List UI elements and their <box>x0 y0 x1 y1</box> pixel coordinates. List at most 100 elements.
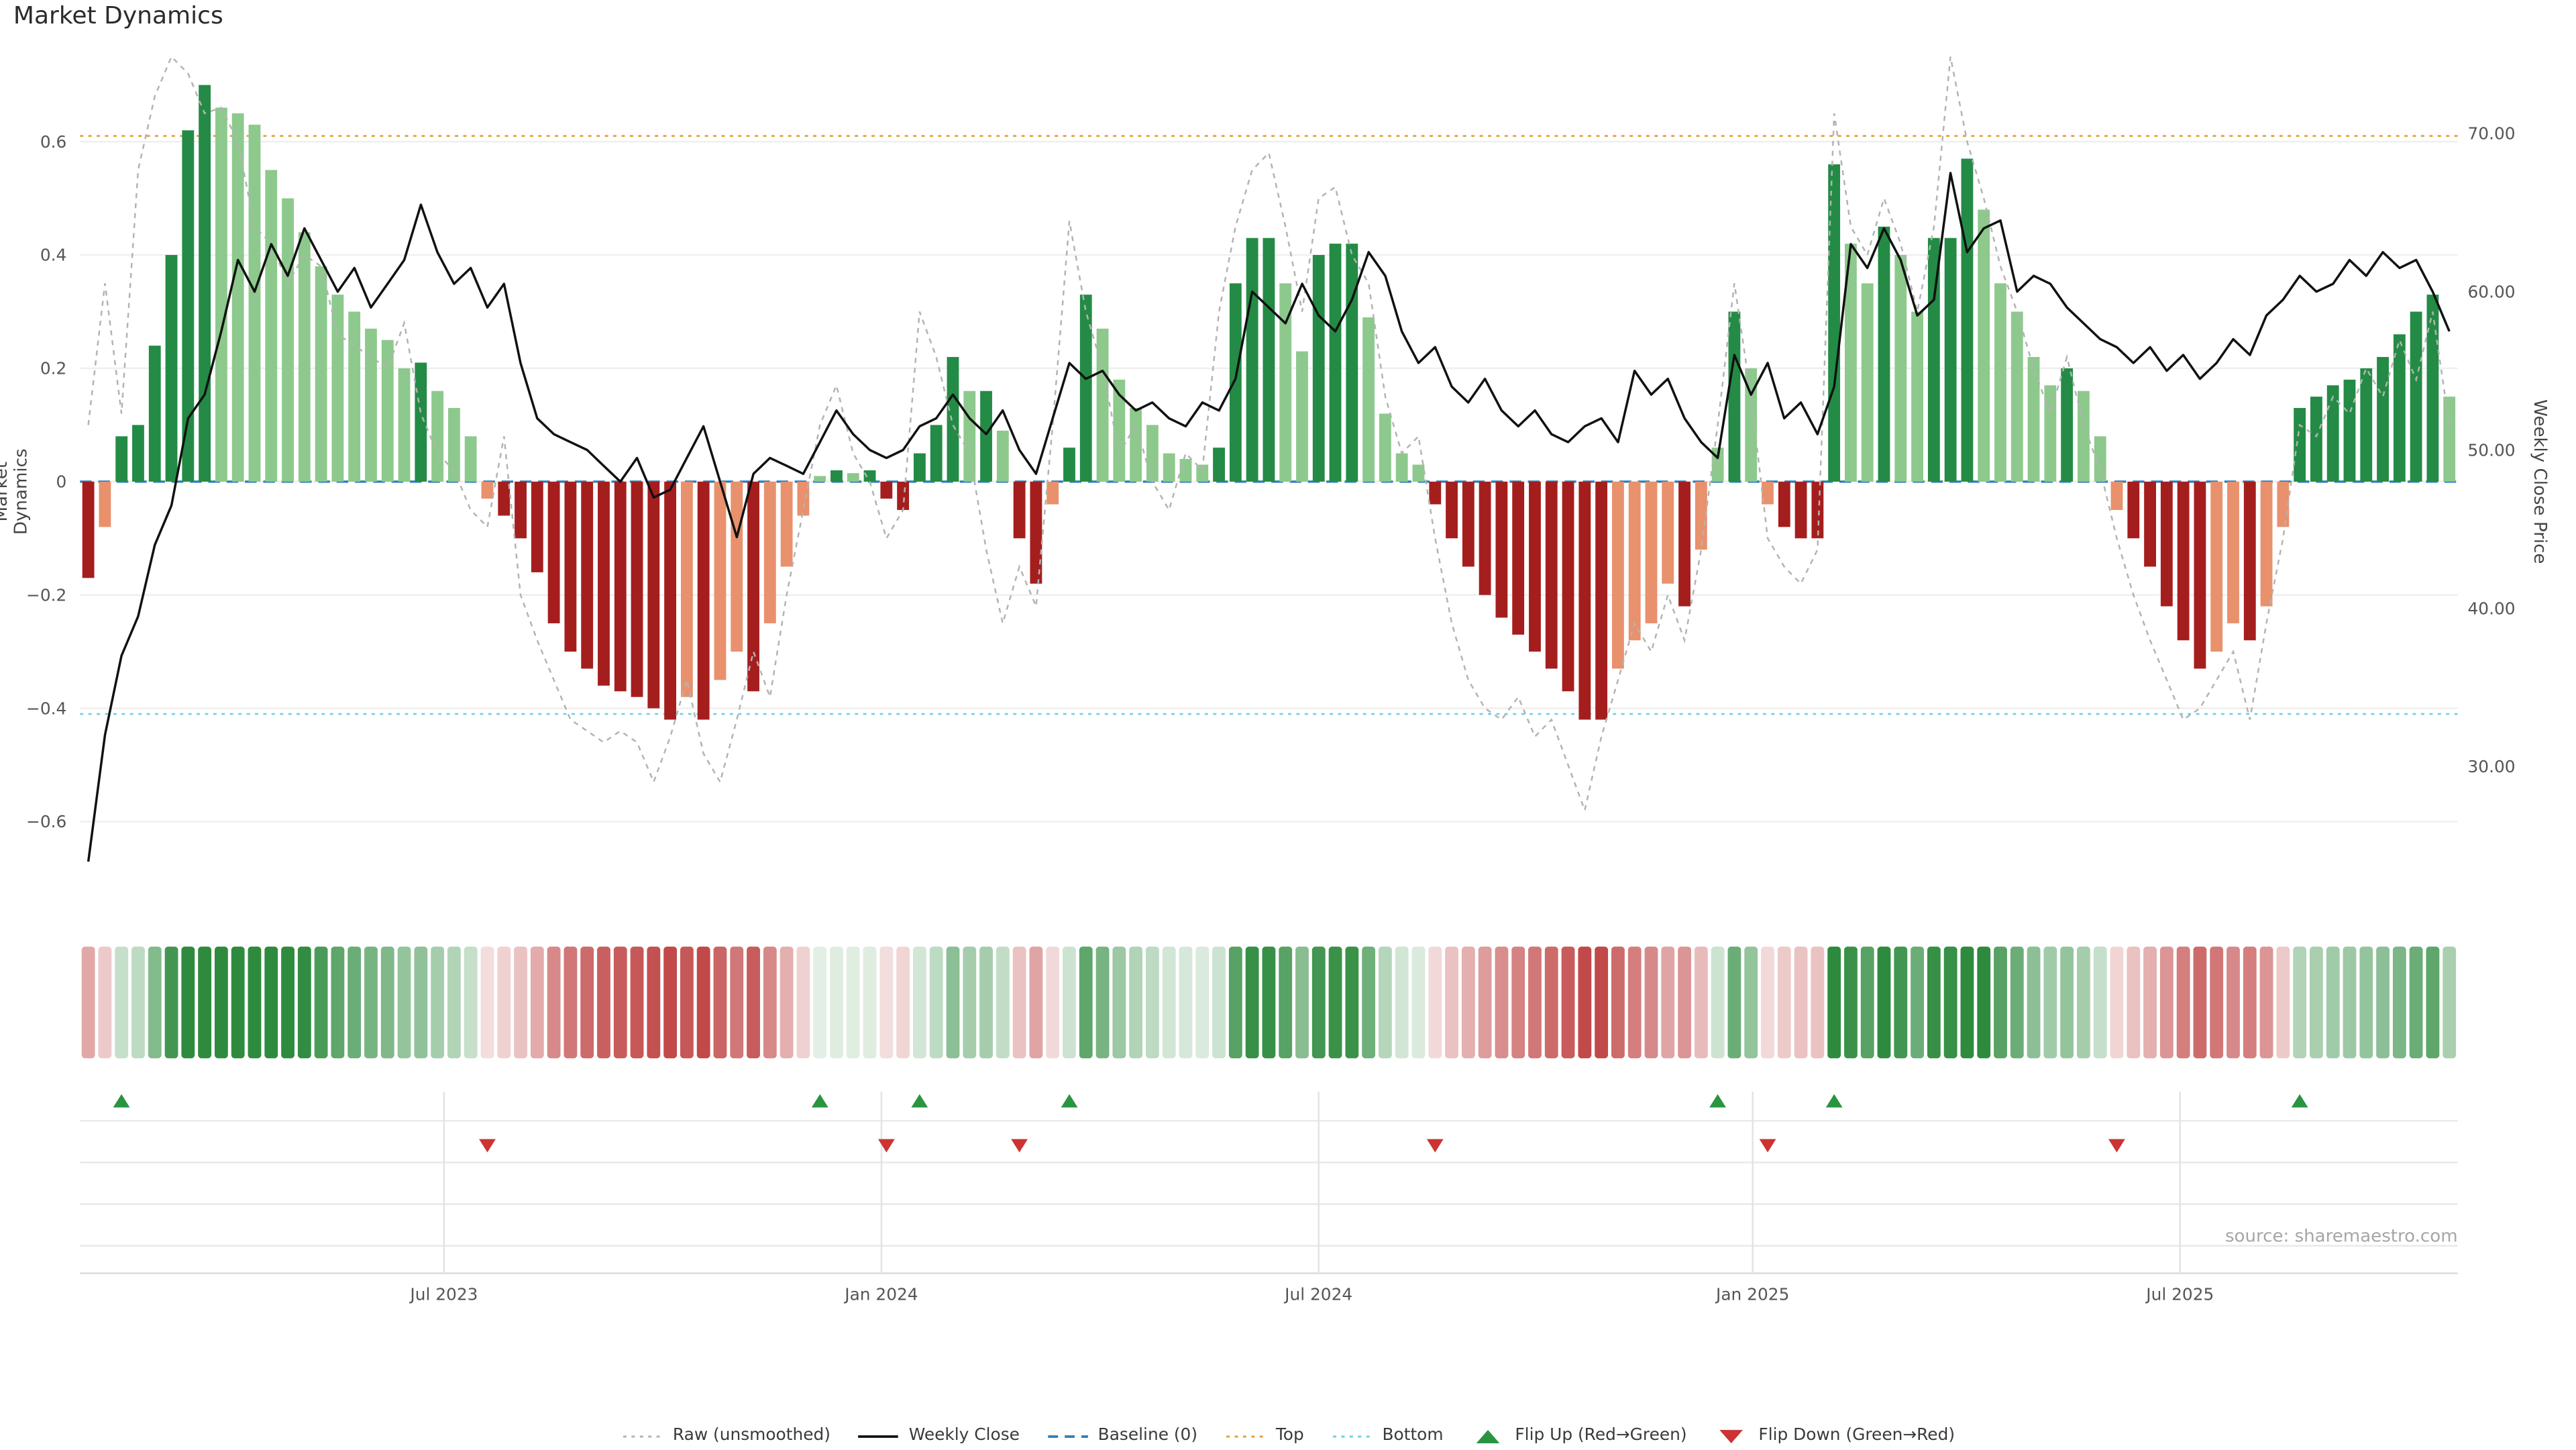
heatmap-cell <box>1927 946 1941 1059</box>
dynamics-bar <box>1495 481 1508 618</box>
heatmap-cell <box>2159 946 2174 1059</box>
heatmap-cell <box>1046 946 1060 1059</box>
heatmap-cell <box>1478 946 1492 1059</box>
dynamics-bar <box>780 481 793 567</box>
dynamics-bar <box>1678 481 1690 607</box>
heatmap-cell <box>1860 946 1874 1059</box>
heatmap-cell <box>2259 946 2273 1059</box>
flip-down-marker <box>1759 1139 1776 1153</box>
heatmap-cell <box>1095 946 1110 1059</box>
dynamics-bar <box>1329 244 1342 482</box>
heatmap-cell <box>264 946 278 1059</box>
dynamics-bar <box>747 481 759 692</box>
heatmap-cell <box>181 946 195 1059</box>
dynamics-bar <box>1778 481 1790 527</box>
heatmap-cell <box>464 946 478 1059</box>
heatmap-cell <box>2392 946 2406 1059</box>
heatmap-cell <box>248 946 262 1059</box>
dynamics-bar <box>481 481 494 499</box>
x-tick-label: Jan 2024 <box>843 1284 918 1304</box>
heatmap-cell <box>1461 946 1475 1059</box>
heatmap-cell <box>2010 946 2024 1059</box>
dynamics-bar <box>182 130 195 482</box>
dynamics-bar <box>1196 464 1209 482</box>
heatmap-cell <box>1777 946 1791 1059</box>
flip-down-marker <box>877 1139 895 1153</box>
dynamics-bar <box>1163 453 1175 482</box>
x-tick-label: Jul 2024 <box>1283 1284 1352 1304</box>
dynamics-bar <box>165 255 178 482</box>
heatmap-cell <box>1561 946 1575 1059</box>
heatmap-cell <box>1528 946 1542 1059</box>
dynamics-bar <box>415 362 427 482</box>
heatmap-cell <box>2210 946 2224 1059</box>
heatmap-cell <box>1744 946 1758 1059</box>
dynamics-bar <box>664 481 677 720</box>
dynamics-bar <box>1229 283 1242 482</box>
dynamics-bar <box>2127 481 2140 539</box>
flip-down-marker <box>1011 1139 1028 1153</box>
heatmap-cell <box>1844 946 1858 1059</box>
dynamics-bar <box>731 481 743 652</box>
dynamics-bar <box>1146 425 1159 482</box>
heatmap-cell <box>1311 946 1326 1059</box>
legend-item-weekly-close: Weekly Close <box>857 1427 1020 1445</box>
heatmap-cell <box>1694 946 1708 1059</box>
heatmap-cell <box>2143 946 2157 1059</box>
heatmap-cell <box>580 946 594 1059</box>
dynamics-bar <box>1811 481 1824 539</box>
dynamics-bar <box>1379 413 1391 482</box>
flip-up-marker <box>1061 1094 1078 1108</box>
dynamics-bar <box>1312 255 1325 482</box>
dynamics-bar <box>2326 385 2339 482</box>
heatmap-cell <box>1811 946 1825 1059</box>
dynamics-bar <box>963 391 976 482</box>
dynamics-bar <box>1794 481 1807 539</box>
dynamics-bar <box>863 470 876 482</box>
flip-down-marker <box>2108 1139 2125 1153</box>
dynamics-bar <box>1246 238 1258 482</box>
dynamics-bar <box>2343 379 2356 482</box>
heatmap-cell <box>830 946 843 1059</box>
dynamics-bar <box>199 85 211 482</box>
flip-up-icon <box>1477 1429 1501 1443</box>
legend-label: Baseline (0) <box>1097 1427 1198 1445</box>
heatmap-cell <box>946 946 960 1059</box>
heatmap-cell <box>863 946 877 1059</box>
heatmap-cell <box>2110 946 2124 1059</box>
dynamics-bar <box>231 113 244 482</box>
dynamics-bar <box>2110 481 2123 511</box>
dynamics-bar <box>2393 334 2406 482</box>
heatmap-cell <box>2243 946 2257 1059</box>
dynamics-bar <box>547 481 560 623</box>
heatmap-cell <box>431 946 445 1059</box>
heatmap-cell <box>414 946 428 1059</box>
dynamics-bar <box>680 481 693 697</box>
heatmap-cell <box>2027 946 2041 1059</box>
heatmap-cell <box>1578 946 1592 1059</box>
legend-label: Bottom <box>1382 1427 1444 1445</box>
dynamics-bar <box>1844 244 1857 482</box>
heatmap-cell <box>2193 946 2207 1059</box>
legend-item-baseline: Baseline (0) <box>1046 1427 1197 1445</box>
flip-up-marker <box>2291 1094 2308 1108</box>
dynamics-bar <box>1079 295 1092 482</box>
left-tick-label: −0.2 <box>26 585 66 605</box>
heatmap-cell <box>2060 946 2074 1059</box>
heatmap-cell <box>164 946 178 1059</box>
dynamics-bar <box>1412 464 1425 482</box>
heatmap-cell <box>2226 946 2240 1059</box>
heatmap-cell <box>996 946 1010 1059</box>
dynamics-bar <box>1612 481 1624 669</box>
top-line-icon <box>1226 1435 1266 1437</box>
dynamics-bar <box>215 107 227 482</box>
flip-up-marker <box>113 1094 130 1108</box>
x-tick-label: Jul 2023 <box>409 1284 478 1304</box>
heatmap-cell <box>912 946 926 1059</box>
right-tick-label: 60.00 <box>2468 282 2516 301</box>
heatmap-cell <box>1395 946 1409 1059</box>
dynamics-bar <box>814 476 826 482</box>
dynamics-bar <box>1662 481 1674 584</box>
dynamics-bar <box>1994 283 2006 482</box>
heatmap-cell <box>1611 946 1625 1059</box>
